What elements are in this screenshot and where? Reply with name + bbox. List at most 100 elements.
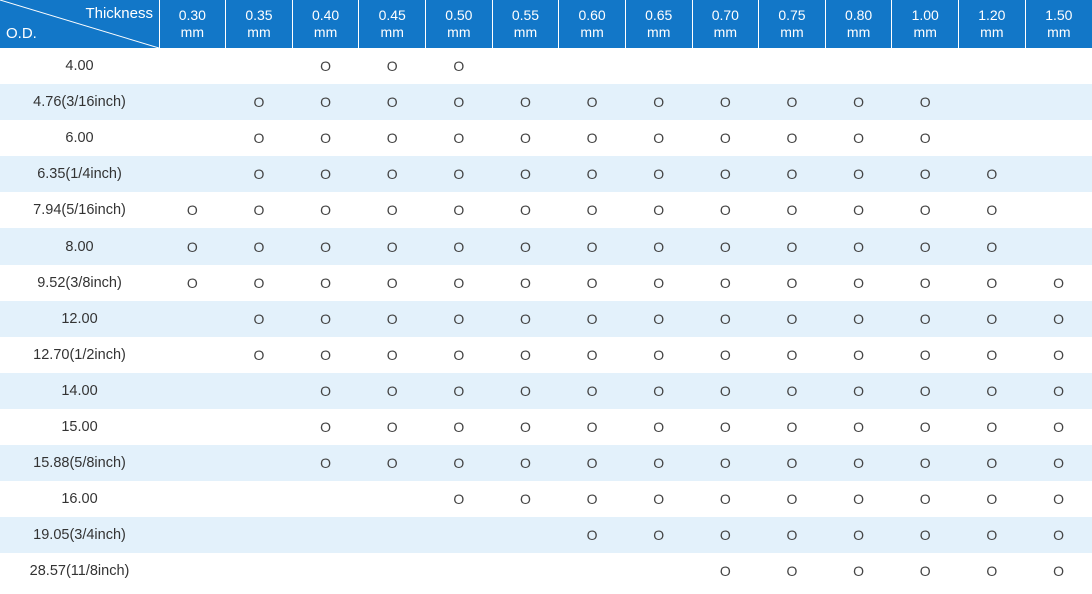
- availability-cell: O: [492, 120, 559, 157]
- availability-mark: O: [453, 166, 465, 183]
- thickness-column-header: 0.60 mm: [558, 0, 626, 48]
- availability-cell: O: [891, 336, 959, 373]
- availability-cell: O: [292, 120, 359, 157]
- availability-cell: O: [692, 120, 759, 157]
- availability-mark: O: [253, 166, 265, 183]
- availability-mark: O: [653, 382, 665, 399]
- table-row: 15.00 O O O O O O O O O O O O: [0, 408, 1092, 446]
- availability-cell: O: [292, 156, 359, 193]
- availability-mark: O: [453, 346, 465, 363]
- availability-mark: O: [520, 94, 531, 111]
- availability-mark: O: [253, 130, 265, 147]
- od-cell: 12.00: [0, 300, 160, 337]
- availability-mark: O: [1053, 418, 1065, 435]
- thickness-column-header: 0.65 mm: [624, 0, 693, 48]
- availability-mark: O: [786, 166, 798, 183]
- availability-cell: [492, 48, 559, 85]
- thickness-unit: mm: [713, 24, 737, 40]
- availability-cell: O: [425, 156, 493, 193]
- availability-mark: O: [786, 130, 798, 147]
- availability-mark: O: [186, 274, 198, 291]
- availability-cell: O: [425, 372, 493, 409]
- availability-cell: O: [825, 300, 892, 337]
- availability-mark: O: [719, 563, 731, 580]
- thickness-value: 0.65: [645, 7, 673, 23]
- thickness-unit: mm: [580, 24, 604, 40]
- availability-mark: O: [586, 527, 598, 544]
- availability-cell: O: [425, 120, 493, 157]
- thickness-value: 0.50: [445, 7, 473, 23]
- availability-mark: O: [386, 58, 398, 75]
- availability-cell: O: [358, 372, 426, 409]
- thickness-value: 0.45: [378, 7, 406, 23]
- availability-mark: O: [786, 527, 798, 544]
- availability-cell: O: [558, 408, 626, 446]
- availability-mark: O: [1053, 563, 1065, 580]
- availability-mark: O: [520, 238, 531, 255]
- availability-cell: O: [558, 264, 626, 301]
- availability-mark: O: [520, 166, 531, 183]
- availability-cell: O: [958, 372, 1026, 409]
- availability-cell: O: [358, 264, 426, 301]
- corner-header-cell: Thickness O.D.: [0, 0, 160, 48]
- availability-cell: O: [492, 84, 559, 121]
- availability-cell: O: [625, 336, 693, 373]
- thickness-column-header: 0.75 mm: [758, 0, 826, 48]
- availability-mark: O: [453, 382, 465, 399]
- availability-mark: O: [719, 346, 731, 363]
- diagonal-divider: [0, 0, 159, 48]
- availability-cell: [292, 517, 359, 554]
- availability-mark: O: [853, 418, 865, 435]
- availability-mark: O: [919, 238, 931, 255]
- availability-cell: O: [425, 264, 493, 301]
- availability-cell: O: [292, 228, 359, 265]
- thickness-column-header: 0.80 mm: [824, 0, 892, 48]
- availability-mark: O: [320, 346, 332, 363]
- availability-cell: [492, 553, 559, 590]
- availability-mark: O: [386, 166, 398, 183]
- availability-cell: O: [758, 192, 826, 229]
- thickness-column-header: 0.30 mm: [158, 0, 226, 48]
- availability-cell: [159, 408, 226, 446]
- availability-cell: O: [825, 481, 892, 518]
- availability-cell: O: [558, 300, 626, 337]
- availability-cell: [758, 48, 826, 85]
- availability-cell: O: [758, 517, 826, 554]
- availability-cell: O: [225, 84, 293, 121]
- availability-cell: O: [425, 48, 493, 85]
- availability-cell: [958, 120, 1026, 157]
- availability-cell: O: [958, 156, 1026, 193]
- table-row: 12.70(1/2inch) O O O O O O O O O O O O O: [0, 336, 1092, 373]
- availability-cell: O: [292, 300, 359, 337]
- availability-mark: O: [986, 166, 998, 183]
- availability-cell: O: [358, 156, 426, 193]
- availability-cell: [891, 48, 959, 85]
- availability-cell: [492, 517, 559, 554]
- availability-mark: O: [320, 94, 332, 111]
- availability-cell: O: [225, 264, 293, 301]
- availability-cell: [292, 553, 359, 590]
- availability-cell: [159, 517, 226, 554]
- thickness-unit: mm: [1047, 24, 1071, 40]
- availability-cell: [358, 553, 426, 590]
- availability-cell: O: [625, 300, 693, 337]
- availability-cell: O: [358, 300, 426, 337]
- availability-mark: O: [853, 455, 865, 472]
- availability-cell: O: [958, 553, 1026, 590]
- availability-mark: O: [853, 166, 865, 183]
- availability-cell: O: [692, 372, 759, 409]
- od-cell: 12.70(1/2inch): [0, 336, 160, 373]
- availability-cell: O: [625, 481, 693, 518]
- availability-cell: [358, 517, 426, 554]
- availability-cell: [558, 48, 626, 85]
- table-row: 7.94(5/16inch) O O O O O O O O O O O O O: [0, 192, 1092, 229]
- availability-cell: O: [425, 408, 493, 446]
- thickness-value: 0.60: [578, 7, 606, 23]
- od-cell: 4.00: [0, 48, 160, 85]
- thickness-unit: mm: [447, 24, 471, 40]
- availability-mark: O: [253, 94, 265, 111]
- availability-mark: O: [520, 346, 531, 363]
- availability-mark: O: [986, 238, 998, 255]
- thickness-unit: mm: [647, 24, 671, 40]
- table-row: 16.00 O O O O O O O O O O: [0, 481, 1092, 518]
